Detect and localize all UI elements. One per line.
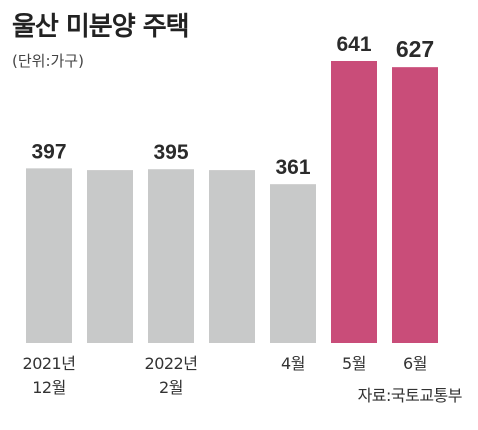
bar-3 (209, 170, 255, 343)
bar-4 (270, 184, 316, 343)
x-tick-label-4-0: 4월 (281, 354, 305, 373)
x-tick-label-0-1: 12월 (32, 378, 66, 397)
bar-2 (148, 169, 194, 343)
bar-1 (87, 170, 133, 343)
unit-label: (단위:가구) (12, 52, 84, 70)
bar-5 (331, 61, 377, 343)
x-tick-label-5-0: 5월 (342, 354, 366, 373)
bar-value-label-5: 641 (336, 33, 371, 56)
x-tick-label-6-0: 6월 (403, 354, 427, 373)
bar-6 (392, 67, 438, 344)
x-tick-label-2-1: 2월 (159, 378, 183, 397)
x-tick-label-2-0: 2022년 (145, 354, 198, 373)
bar-value-label-4: 361 (275, 156, 310, 179)
bar-0 (26, 168, 72, 343)
bar-value-label-6: 627 (396, 36, 434, 62)
x-tick-label-0-0: 2021년 (23, 354, 76, 373)
source-label: 자료:국토교통부 (357, 386, 463, 405)
bar-value-label-0: 397 (31, 140, 66, 163)
chart-title: 울산 미분양 주택 (12, 12, 190, 42)
bar-value-label-2: 395 (153, 141, 188, 164)
